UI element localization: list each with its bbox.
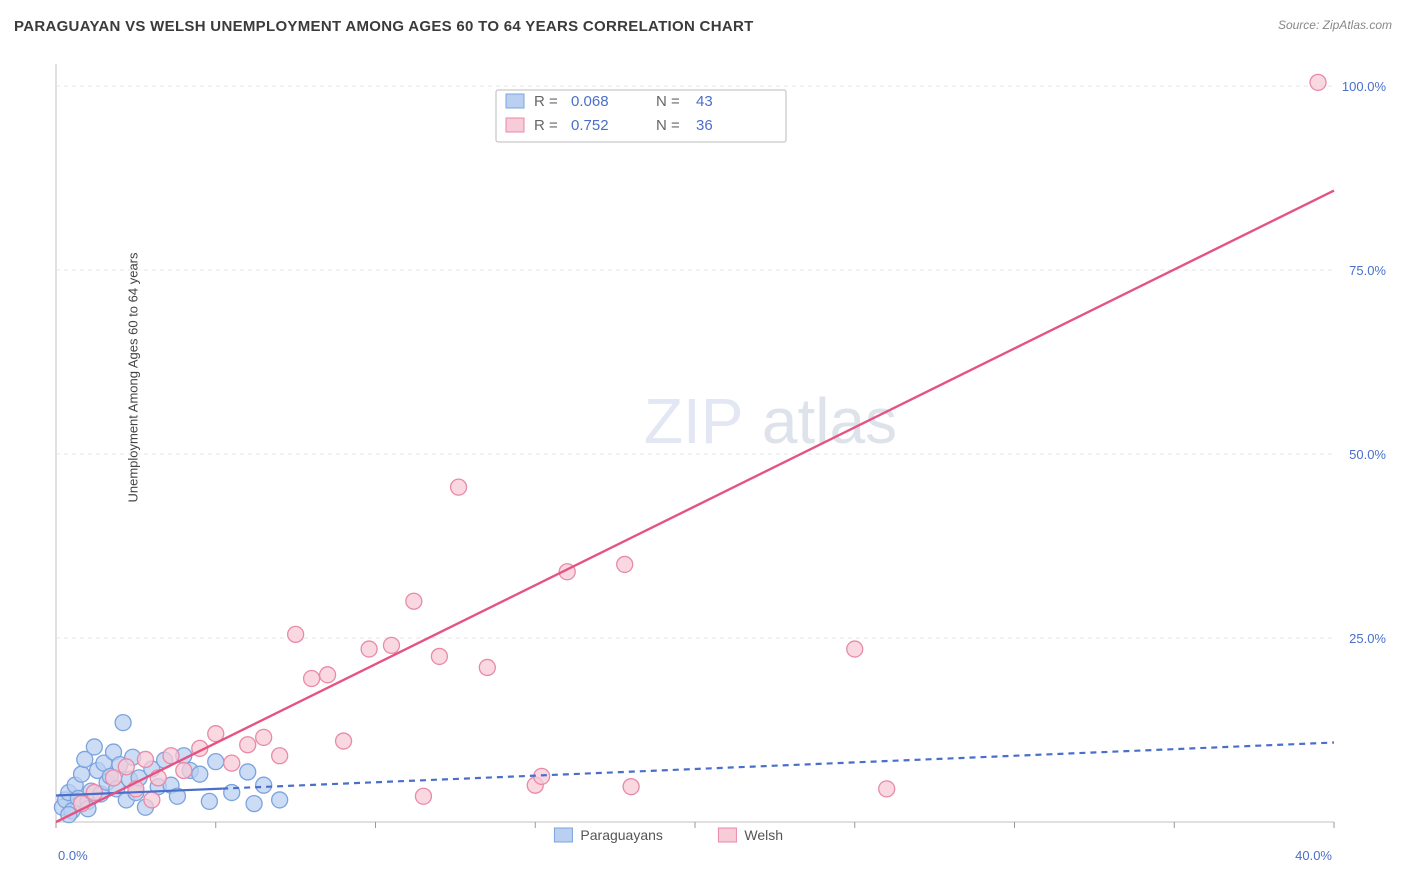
data-point (192, 766, 208, 782)
bottom-legend-swatch (718, 828, 736, 842)
data-point (431, 648, 447, 664)
data-point (106, 770, 122, 786)
svg-text:75.0%: 75.0% (1349, 263, 1386, 278)
data-point (383, 637, 399, 653)
data-point (256, 777, 272, 793)
svg-text:R =: R = (534, 93, 558, 110)
data-point (479, 659, 495, 675)
data-point (240, 737, 256, 753)
svg-text:N =: N = (656, 93, 680, 110)
data-point (246, 796, 262, 812)
data-point (320, 667, 336, 683)
svg-text:50.0%: 50.0% (1349, 447, 1386, 462)
source-prefix: Source: (1278, 18, 1323, 32)
data-point (451, 479, 467, 495)
bottom-legend-swatch (554, 828, 572, 842)
scatter-chart: 25.0% 50.0% 75.0% 100.0% 0.0% 40.0% ZIPatlas R … (0, 50, 1406, 880)
data-point (406, 593, 422, 609)
data-point (336, 733, 352, 749)
source-label: Source: ZipAtlas.com (1278, 18, 1392, 32)
svg-text:0.752: 0.752 (571, 117, 609, 134)
svg-text:0.068: 0.068 (571, 93, 609, 110)
data-point (224, 755, 240, 771)
data-point (415, 788, 431, 804)
svg-text:N =: N = (656, 117, 680, 134)
legend-swatch (506, 118, 524, 132)
chart-header: PARAGUAYAN VS WELSH UNEMPLOYMENT AMONG A… (14, 18, 1392, 42)
data-point (879, 781, 895, 797)
data-point (137, 751, 153, 767)
data-point (144, 792, 160, 808)
data-point (617, 556, 633, 572)
chart-title: PARAGUAYAN VS WELSH UNEMPLOYMENT AMONG A… (14, 18, 754, 35)
bottom-legend-label: Welsh (744, 827, 783, 843)
data-point (304, 670, 320, 686)
data-point (115, 715, 131, 731)
data-point (74, 766, 90, 782)
data-point (86, 785, 102, 801)
svg-text:36: 36 (696, 117, 713, 134)
chart-area: Unemployment Among Ages 60 to 64 years 2… (0, 50, 1406, 880)
y-axis-label: Unemployment Among Ages 60 to 64 years (126, 252, 141, 502)
data-point (1310, 74, 1326, 90)
trend-line-dashed (222, 743, 1334, 789)
data-point (256, 729, 272, 745)
svg-text:atlas: atlas (762, 385, 897, 457)
data-point (208, 754, 224, 770)
trend-line (56, 191, 1334, 822)
svg-text:100.0%: 100.0% (1342, 79, 1387, 94)
data-point (623, 779, 639, 795)
data-point (288, 626, 304, 642)
data-point (201, 793, 217, 809)
bottom-legend-label: Paraguayans (580, 827, 663, 843)
data-point (272, 792, 288, 808)
svg-text:R =: R = (534, 117, 558, 134)
data-point (361, 641, 377, 657)
data-point (847, 641, 863, 657)
data-point (118, 759, 134, 775)
data-point (176, 762, 192, 778)
svg-text:40.0%: 40.0% (1295, 848, 1332, 863)
data-point (86, 739, 102, 755)
svg-text:25.0%: 25.0% (1349, 631, 1386, 646)
svg-text:43: 43 (696, 93, 713, 110)
data-point (240, 764, 256, 780)
legend-swatch (506, 94, 524, 108)
svg-text:0.0%: 0.0% (58, 848, 88, 863)
svg-text:ZIP: ZIP (644, 385, 744, 457)
data-point (272, 748, 288, 764)
source-name: ZipAtlas.com (1323, 18, 1392, 32)
